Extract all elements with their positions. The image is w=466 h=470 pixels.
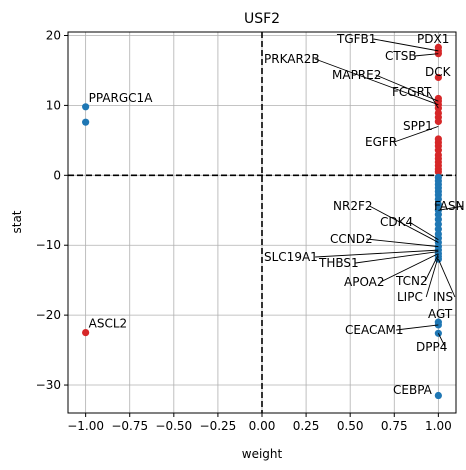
gene-label: EGFR bbox=[365, 135, 397, 149]
x-tick-label: 0.25 bbox=[293, 419, 320, 433]
data-point bbox=[82, 103, 90, 111]
y-tick-label: −30 bbox=[36, 378, 61, 392]
gene-label: DPP4 bbox=[416, 340, 447, 354]
data-point bbox=[434, 201, 442, 209]
gene-label: CEBPA bbox=[393, 383, 433, 397]
x-tick-label: 1.00 bbox=[425, 419, 452, 433]
gene-label: TGFB1 bbox=[336, 32, 376, 46]
gene-label: PRKAR2B bbox=[264, 52, 320, 66]
gene-label: LIPC bbox=[397, 290, 423, 304]
leader-line bbox=[408, 221, 439, 241]
data-point bbox=[82, 329, 90, 337]
leader-line bbox=[437, 333, 446, 348]
leader-line bbox=[380, 253, 439, 283]
data-point bbox=[434, 391, 442, 400]
leader-line bbox=[373, 38, 439, 52]
y-tick-label: −20 bbox=[36, 308, 61, 322]
y-tick-label: 20 bbox=[46, 28, 61, 42]
gene-label: INS bbox=[433, 290, 453, 304]
gene-label: NR2F2 bbox=[333, 199, 373, 213]
y-tick-label: 10 bbox=[46, 98, 61, 112]
leader-line bbox=[366, 238, 439, 248]
leader-line bbox=[424, 254, 439, 282]
gene-label: AGT bbox=[428, 307, 453, 321]
leader-line bbox=[428, 91, 439, 109]
x-tick-label: −1.00 bbox=[67, 419, 104, 433]
leader-line bbox=[438, 205, 464, 211]
gene-label: SLC19A1 bbox=[264, 250, 318, 264]
leader-line bbox=[315, 249, 439, 258]
leader-line bbox=[375, 74, 439, 102]
leader-line bbox=[314, 58, 439, 106]
annotation-leaders bbox=[314, 38, 464, 348]
reference-lines bbox=[68, 32, 456, 413]
y-axis-label: stat bbox=[10, 210, 24, 233]
data-point bbox=[434, 73, 442, 82]
gene-label: PDX1 bbox=[417, 32, 449, 46]
gene-label: CEACAM1 bbox=[345, 323, 404, 337]
gene-label: MAPRE2 bbox=[332, 68, 381, 82]
data-point bbox=[434, 168, 442, 176]
leader-line bbox=[369, 205, 439, 243]
gene-label: THBS1 bbox=[318, 256, 359, 270]
leader-line bbox=[355, 251, 439, 264]
x-tick-label: 0.50 bbox=[337, 419, 364, 433]
x-axis-label: weight bbox=[242, 447, 283, 461]
x-tick-label: 0.00 bbox=[249, 419, 276, 433]
x-tick-label: −0.75 bbox=[111, 419, 148, 433]
x-tick-label: −0.50 bbox=[155, 419, 192, 433]
data-point bbox=[434, 117, 442, 126]
x-tick-label: 0.75 bbox=[381, 419, 408, 433]
leader-line bbox=[396, 324, 439, 331]
chart-title: USF2 bbox=[244, 11, 280, 27]
gene-label: APOA2 bbox=[344, 275, 385, 289]
gene-label: TCN2 bbox=[395, 274, 428, 288]
gene-label: CCND2 bbox=[330, 232, 373, 246]
data-point bbox=[82, 118, 90, 126]
gene-label: CDK4 bbox=[380, 215, 413, 229]
leader-line bbox=[425, 256, 439, 298]
gene-label: SPP1 bbox=[403, 119, 433, 133]
point-label: ASCL2 bbox=[89, 317, 128, 331]
leader-line bbox=[394, 125, 439, 143]
leader-line bbox=[437, 259, 456, 298]
y-tick-label: 0 bbox=[53, 168, 61, 182]
gene-label: FCGRT bbox=[392, 85, 432, 99]
x-tick-label: −0.25 bbox=[200, 419, 237, 433]
gene-label: CTSB bbox=[385, 49, 417, 63]
leader-line bbox=[414, 53, 439, 57]
gene-label: DCK bbox=[425, 65, 452, 79]
axis-ticks: −1.00 −0.75 −0.50 −0.25 0.00 0.25 0.50 0.75 1.00… bbox=[36, 28, 452, 433]
gene-label: FASN bbox=[434, 199, 465, 213]
point-label: PPARGC1A bbox=[89, 91, 154, 105]
y-tick-label: −10 bbox=[36, 238, 61, 252]
data-point bbox=[434, 195, 442, 203]
